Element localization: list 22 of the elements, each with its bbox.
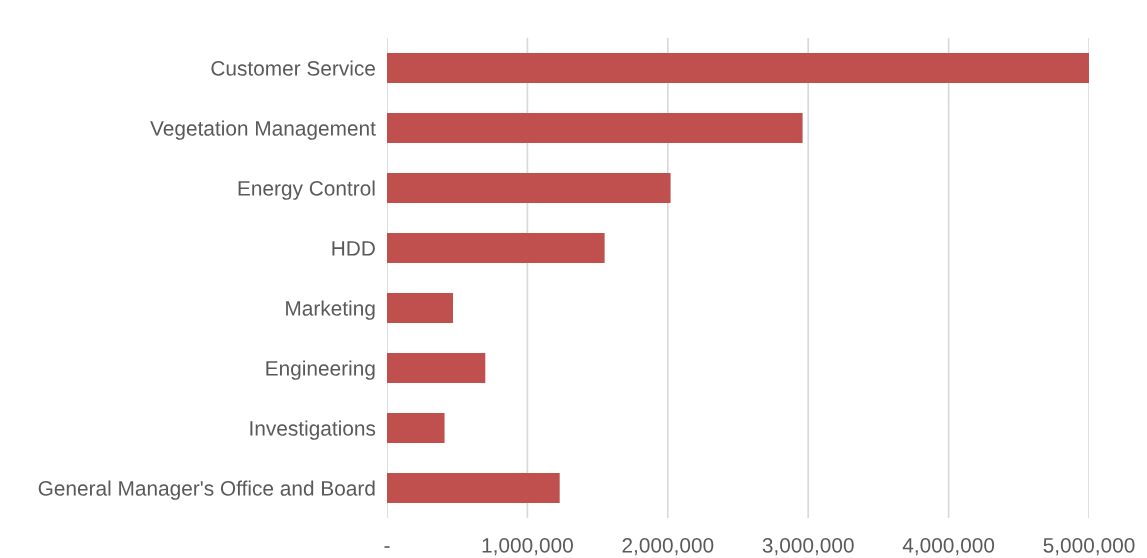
bar — [387, 353, 486, 383]
bar — [387, 413, 445, 443]
y-tick-label: Customer Service — [211, 60, 375, 76]
y-tick-label: Investigations — [250, 420, 376, 440]
bar — [387, 113, 803, 143]
x-tick-label: 3,000,000 — [762, 537, 854, 556]
bar — [387, 53, 1089, 83]
bar — [387, 233, 605, 263]
bar — [387, 173, 671, 203]
bar — [387, 473, 560, 503]
y-tick-label: Vegetation Management — [150, 120, 376, 140]
x-tick-label: 2,000,000 — [622, 537, 714, 556]
y-tick-label: Engineering — [266, 360, 375, 380]
bar — [387, 293, 453, 323]
x-tick-label: - — [384, 546, 390, 548]
y-tick-label: General Manager's Office and Board — [38, 480, 375, 500]
y-tick-label: Energy Control — [238, 180, 375, 200]
y-tick-label: Marketing — [286, 300, 375, 320]
y-tick-label: HDD — [332, 241, 375, 256]
x-tick-label: 4,000,000 — [902, 537, 995, 556]
x-tick-label: 5,000,000 — [1043, 537, 1135, 556]
x-tick-label: 1,000,000 — [482, 537, 573, 556]
